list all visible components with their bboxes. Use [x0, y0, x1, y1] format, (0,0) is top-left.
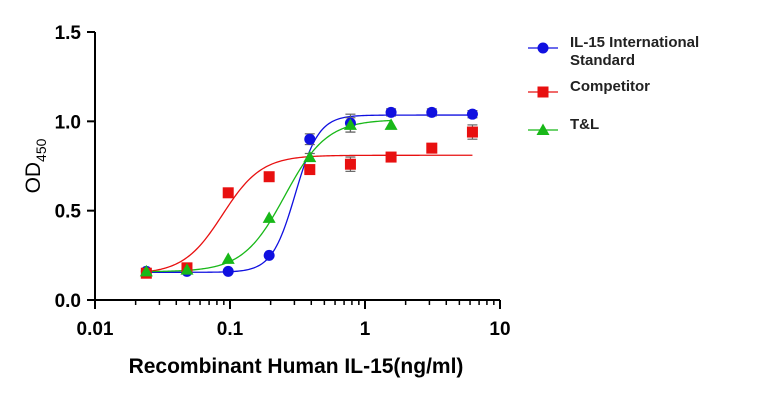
triangle-marker [536, 123, 550, 135]
circle-marker [426, 106, 438, 118]
legend-label: T&L [570, 116, 599, 133]
square-marker [263, 171, 275, 183]
y-tick-label: 1.0 [55, 112, 81, 133]
x-tick-label: 1 [360, 319, 371, 340]
square-marker [537, 86, 549, 98]
square-marker [426, 142, 438, 154]
circle-marker [466, 108, 478, 120]
data-markers [139, 106, 478, 279]
x-axis-ticks: 0.01 0.1 1 10 [77, 300, 511, 340]
legend-entry: T&L [528, 116, 599, 135]
y-axis-title: OD450 [22, 138, 49, 193]
triangle-marker [384, 118, 398, 130]
y-tick-label: 0.5 [55, 202, 82, 223]
triangle-marker [180, 263, 194, 275]
circle-marker [385, 106, 397, 118]
y-axis-title-subscript: 450 [33, 138, 49, 162]
circle-marker [263, 249, 275, 261]
square-marker [466, 126, 478, 138]
error-bars [304, 108, 478, 174]
legend-label: Standard [570, 52, 635, 69]
circle-marker [304, 133, 316, 145]
triangle-marker [303, 150, 317, 163]
triangle-marker [262, 211, 276, 223]
x-tick-label: 10 [489, 319, 510, 340]
circle-marker [537, 42, 549, 54]
legend-label: IL-15 International [570, 34, 699, 51]
legend-label: Competitor [570, 78, 650, 95]
triangle-marker [139, 264, 153, 277]
legend-entry: Competitor [528, 78, 650, 98]
fit-curve [146, 119, 392, 273]
triangle-marker [221, 252, 235, 264]
square-marker [304, 164, 316, 176]
y-axis-ticks: 0.0 0.5 1.0 1.5 [55, 23, 95, 312]
circle-marker [222, 265, 234, 277]
axes [94, 32, 500, 301]
square-marker [222, 187, 234, 199]
triangle-marker [343, 118, 357, 130]
square-marker [385, 151, 397, 163]
square-marker [344, 158, 356, 170]
x-axis-title: Recombinant Human IL-15(ng/ml) [129, 355, 464, 378]
x-tick-label: 0.1 [217, 319, 244, 340]
y-tick-label: 0.0 [55, 291, 81, 312]
y-tick-label: 1.5 [55, 23, 82, 44]
y-axis-title-main: OD [22, 162, 45, 194]
x-tick-label: 0.01 [77, 319, 114, 340]
